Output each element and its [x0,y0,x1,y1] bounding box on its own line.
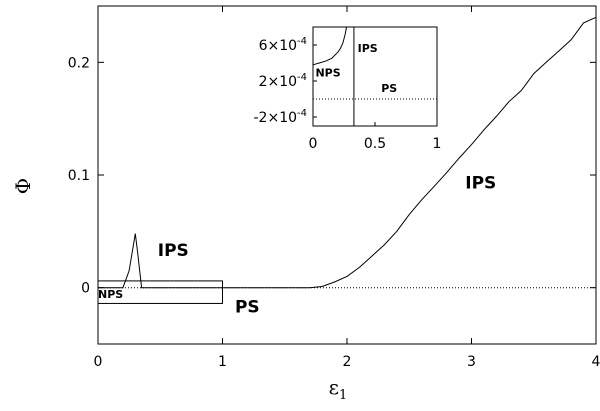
y-tick-label: 0.2 [68,55,90,71]
inset-plot: 0 0.5 1 -2×10-4 2×10-4 6×10-4 NPS IPS PS [254,26,442,152]
y-tick-label: 0 [81,281,90,297]
inset-y-tick-label: -2×10-4 [254,108,308,126]
y-tick-label: 0.1 [68,168,90,184]
inset-y-tick-label: 2×10-4 [259,72,307,90]
inset-region-label-nps: NPS [315,67,340,80]
inset-x-tick-label: 1 [433,136,442,152]
x-axis-label-symbol: ε [329,375,339,399]
x-tick-label: 2 [343,354,352,370]
x-axis-label: ε1 [329,375,348,403]
inset-y-tick-label: 6×10-4 [259,36,307,54]
inset-x-tick-label: 0.5 [364,136,386,152]
zoom-region-box [97,280,223,304]
x-axis-label-subscript: 1 [339,388,347,403]
y-axis-label: Φ [11,178,35,194]
inset-region-label-ips: IPS [358,42,378,55]
region-label-ps: PS [235,297,260,317]
region-label-ips: IPS [158,241,189,261]
inset-curve [312,26,347,66]
inset-x-tick-label: 0 [309,136,318,152]
x-tick-label: 1 [218,354,227,370]
region-label-nps: NPS [98,288,123,301]
x-tick-label: 3 [467,354,476,370]
x-tick-label: 0 [94,354,103,370]
region-label-ips: IPS [465,174,496,194]
inset-region-label-ps: PS [381,82,397,95]
x-tick-label: 4 [592,354,600,370]
phi-curve [98,16,597,289]
main-plot: 0 1 2 3 4 0 0.1 0.2 IPS IPS PS NPS [68,5,600,370]
